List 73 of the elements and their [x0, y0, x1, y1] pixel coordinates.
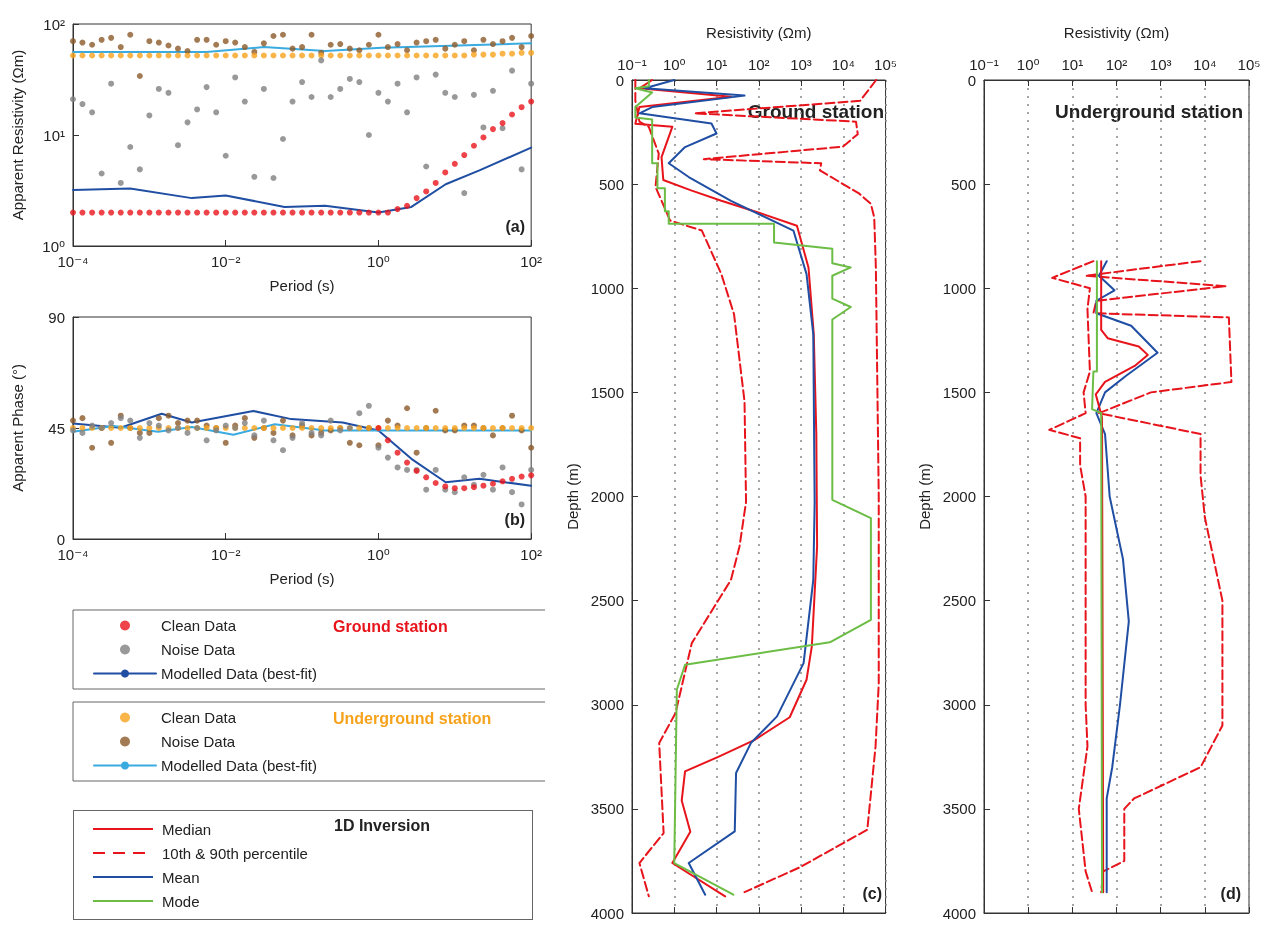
- y-tick-label: 3500: [590, 800, 624, 818]
- legend-label: Mean: [162, 868, 200, 886]
- legend-label: Median: [162, 820, 212, 838]
- x-tick-label: 10⁴: [831, 56, 855, 73]
- y-tick-label: 10¹: [43, 126, 65, 144]
- x-tick-label: 10⁻⁴: [57, 253, 89, 270]
- y-tick-label: 3500: [942, 800, 976, 818]
- annotation: (d): [1220, 884, 1242, 902]
- y-tick-label: 2500: [590, 592, 624, 610]
- y-tick-label: 0: [56, 530, 65, 548]
- y-tick-label: 1000: [590, 279, 624, 297]
- text: Underground station: [333, 709, 492, 727]
- x-tick-label: 10⁻¹: [969, 56, 999, 73]
- x-tick-label: 10⁻²: [210, 253, 241, 270]
- y-tick-label: 500: [598, 175, 624, 193]
- y-tick-label: 4000: [942, 904, 976, 922]
- x-tick-label: 10²: [747, 56, 770, 73]
- x-tick-label: 10⁻¹: [617, 56, 647, 73]
- legend-title: 1D Inversion: [334, 817, 431, 835]
- x-tick-label: 10²: [520, 546, 542, 563]
- x-tick-label: 10³: [1149, 56, 1172, 73]
- text: Ground station: [333, 617, 448, 635]
- annotation: Underground station: [1055, 101, 1244, 122]
- y-axis-title: Depth (m): [915, 463, 933, 530]
- legend-label: Noise Data: [161, 733, 236, 750]
- legend-label: Modelled Data (best-fit): [161, 665, 317, 682]
- y-tick-label: 500: [950, 175, 976, 193]
- x-tick-label: 10⁰: [1016, 56, 1040, 73]
- x-axis-title: Period (s): [269, 570, 335, 587]
- y-tick-label: 2500: [942, 592, 976, 610]
- x-axis-title: Period (s): [269, 277, 335, 294]
- y-axis-title: Depth (m): [563, 463, 581, 530]
- x-tick-label: 10⁴: [1193, 56, 1217, 73]
- annotation: (a): [505, 217, 526, 235]
- legend-label: Clean Data: [161, 709, 237, 726]
- y-tick-label: 1500: [590, 383, 624, 401]
- legend-label: Clean Data: [161, 617, 237, 634]
- annotation: Ground station: [747, 101, 884, 122]
- y-tick-label: 3000: [590, 696, 624, 714]
- y-tick-label: 4000: [590, 904, 624, 922]
- legend-label: 10th & 90th percentile: [162, 844, 308, 862]
- y-tick-label: 1000: [942, 279, 976, 297]
- x-tick-label: 10⁰: [367, 546, 390, 563]
- x-tick-label: 10¹: [705, 56, 728, 73]
- y-tick-label: 45: [48, 419, 65, 437]
- x-tick-label: 10⁰: [367, 253, 390, 270]
- y-tick-label: 2000: [590, 488, 624, 505]
- y-tick-label: 1500: [942, 383, 976, 401]
- x-tick-label: 10⁰: [662, 56, 686, 73]
- y-axis-title: Apparent Resistivity (Ωm): [9, 49, 26, 221]
- legend-label: Noise Data: [161, 641, 236, 658]
- x-axis-title: Resistivity (Ωm): [706, 24, 812, 41]
- y-tick-label: 2000: [942, 488, 976, 505]
- legend-label: Mode: [162, 892, 200, 910]
- y-tick-label: 0: [967, 71, 976, 89]
- x-axis-title: Resistivity (Ωm): [1063, 24, 1170, 41]
- x-tick-label: 10³: [790, 56, 812, 73]
- x-tick-label: 10⁻⁴: [57, 546, 89, 563]
- x-tick-label: 10⁻²: [210, 546, 241, 563]
- y-tick-label: 0: [615, 71, 624, 89]
- y-tick-label: 10⁰: [42, 237, 65, 255]
- annotation: (c): [862, 884, 883, 902]
- legend-label: Modelled Data (best-fit): [161, 757, 317, 774]
- y-tick-label: 10²: [43, 15, 65, 33]
- x-tick-label: 10¹: [1061, 56, 1084, 73]
- y-tick-label: 3000: [942, 696, 976, 714]
- x-tick-label: 10²: [1105, 56, 1128, 73]
- annotation: (b): [504, 510, 526, 528]
- y-axis-title: Apparent Phase (°): [9, 364, 26, 492]
- x-tick-label: 10²: [520, 253, 542, 270]
- y-tick-label: 90: [48, 308, 65, 326]
- x-tick-label: 10⁵: [1237, 56, 1261, 73]
- x-tick-label: 10⁵: [874, 56, 897, 73]
